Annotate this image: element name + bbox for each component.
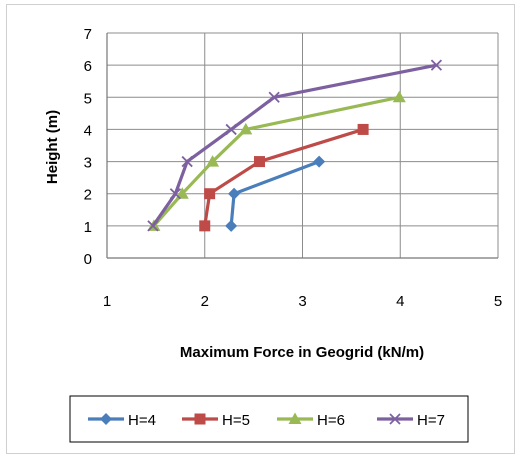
x-tick-label: 2 — [201, 293, 209, 310]
y-tick-label: 6 — [84, 58, 92, 75]
tick-labels: 0 1 2 3 4 5 6 7 1 2 3 4 5 — [84, 26, 503, 310]
series-line — [151, 63, 437, 227]
legend-entry: H=4 — [88, 412, 156, 429]
legend-marker — [100, 413, 112, 425]
y-tick-label: 7 — [84, 26, 92, 43]
data-point — [239, 122, 253, 135]
data-point — [204, 188, 216, 200]
x-marker-stroke — [147, 220, 159, 232]
legend-marker — [389, 413, 401, 425]
data-point — [357, 123, 369, 135]
data-point — [181, 155, 193, 168]
data-point — [253, 156, 265, 168]
x-tick-label: 4 — [396, 293, 404, 310]
x-marker-stroke — [430, 59, 443, 71]
data-point — [268, 91, 280, 103]
x-marker-stroke — [225, 123, 237, 136]
y-axis-title: Height (m) — [44, 110, 61, 184]
legend-label: H=5 — [222, 412, 250, 429]
y-tick-label: 4 — [84, 122, 92, 139]
x-marker-stroke — [268, 91, 280, 103]
y-tick-label: 2 — [84, 187, 92, 204]
data-point — [430, 59, 443, 71]
series-line — [203, 127, 364, 227]
axes — [106, 33, 498, 259]
data-point — [199, 220, 211, 232]
data-point — [147, 220, 159, 232]
data-point — [175, 187, 189, 199]
legend-entry: H=6 — [277, 412, 345, 429]
x-tick-label: 3 — [298, 293, 306, 310]
x-marker-stroke — [389, 413, 401, 425]
grid-lines — [106, 32, 499, 259]
data-point — [206, 155, 220, 167]
y-tick-label: 5 — [84, 90, 92, 107]
plot-series — [147, 59, 443, 232]
data-point — [313, 155, 326, 168]
legend-label: H=4 — [128, 412, 156, 429]
y-tick-label: 1 — [84, 219, 92, 236]
x-marker-stroke — [181, 155, 193, 168]
legend: H=4 H=5 H=6 H=7 — [88, 412, 445, 429]
data-point — [392, 90, 406, 103]
x-tick-label: 5 — [494, 293, 502, 310]
x-axis-title: Maximum Force in Geogrid (kN/m) — [180, 344, 424, 361]
chart-area — [6, 4, 515, 454]
series-h-5 — [199, 123, 369, 232]
legend-label: H=6 — [317, 412, 345, 429]
legend-marker — [194, 413, 206, 425]
data-point — [169, 188, 182, 200]
legend-marker — [288, 412, 302, 424]
series-h-7 — [147, 59, 443, 232]
legend-entry: H=7 — [377, 412, 445, 429]
data-point — [225, 123, 237, 136]
data-point — [225, 219, 238, 232]
x-marker-stroke — [169, 188, 182, 200]
legend-entry: H=5 — [182, 412, 250, 429]
x-tick-label: 1 — [103, 293, 111, 310]
y-tick-label: 3 — [84, 155, 92, 172]
legend-label: H=7 — [417, 412, 445, 429]
y-tick-label: 0 — [84, 251, 92, 268]
data-point — [228, 187, 241, 200]
series-h-4 — [225, 155, 326, 232]
